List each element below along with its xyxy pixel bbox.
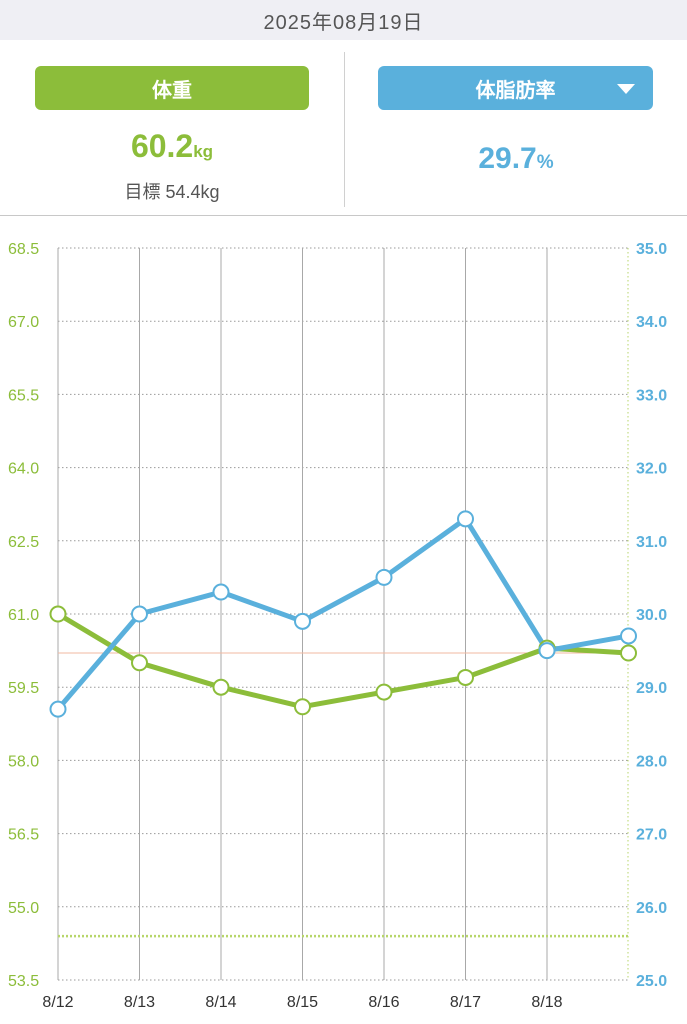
header-divider [0,215,687,216]
body-fat-data-point [457,510,474,528]
body-fat-data-point [49,700,67,718]
left-axis-tick-label: 61.0 [8,607,39,624]
fat-panel: 体脂肪率 29.7% [345,40,687,216]
weight-fat-line-chart[interactable]: 53.5 55.0 56.5 58.0 59.5 61.0 62.5 64.0 65.5 67.0… [0,216,687,1024]
weight-data-point [212,678,230,696]
right-axis-tick-label: 30.0 [636,607,667,624]
right-axis-tick-label: 26.0 [636,900,667,917]
left-axis-tick-label: 59.5 [8,680,39,697]
right-axis-tick-label: 28.0 [636,753,667,770]
body-fat-value: 29.7% [345,142,687,176]
right-axis-tick-label: 33.0 [636,387,667,404]
x-axis-tick-label: 8/14 [205,994,236,1011]
left-axis-tick-label: 64.0 [8,461,39,478]
date-header: 2025年08月19日 [0,0,687,40]
body-fat-unit: % [536,152,554,173]
right-axis-tick-label: 31.0 [636,534,667,551]
left-axis-tick-label: 65.5 [8,387,39,404]
weight-button[interactable]: 体重 [35,66,309,110]
body-fat-dropdown-button[interactable]: 体脂肪率 [378,66,653,110]
weight-data-point [294,698,311,716]
panel-divider [344,52,345,207]
right-axis-tick-label: 34.0 [636,314,667,331]
x-axis-tick-label: 8/18 [531,994,562,1011]
right-axis-tick-label: 27.0 [636,827,667,844]
right-axis-tick-label: 35.0 [636,241,667,258]
weight-value: 60.2kg [0,128,344,165]
weight-goal: 目標 54.4kg [124,182,220,202]
body-fat-data-point [131,605,148,623]
x-axis-tick-label: 8/15 [287,994,318,1011]
weight-data-point [131,654,148,672]
weight-data-point [49,605,67,623]
left-axis-tick-label: 68.5 [8,241,39,258]
body-fat-number: 29.7 [478,142,537,175]
body-fat-data-point [538,642,556,660]
body-fat-series-line [55,516,631,712]
right-axis-tick-label: 29.0 [636,680,667,697]
left-axis-tick-label: 53.5 [8,973,39,990]
weight-unit: kg [193,142,214,161]
x-axis-tick-label: 8/13 [124,994,155,1011]
x-axis-tick-label: 8/16 [368,994,399,1011]
left-axis-tick-label: 62.5 [8,534,39,551]
body-fat-data-point [375,568,393,586]
left-axis-tick-label: 55.0 [8,900,39,917]
weight-panel: 体重 60.2kg 目標 54.4kg [0,40,344,216]
weight-data-point [620,644,637,662]
weight-data-point [457,668,474,686]
x-axis-tick-label: 8/17 [450,994,481,1011]
body-fat-data-point [212,583,230,601]
weight-series-line [55,611,631,710]
body-fat-data-point [294,612,311,630]
right-axis-tick-label: 32.0 [636,461,667,478]
weight-data-point [375,683,393,701]
body-fat-button-label: 体脂肪率 [475,79,556,102]
body-fat-data-point [620,627,637,645]
left-axis-tick-label: 58.0 [8,753,39,770]
left-axis-tick-label: 56.5 [8,827,39,844]
caret-down-icon [617,84,635,94]
weight-number: 60.2 [130,128,194,164]
right-axis-tick-label: 25.0 [636,973,667,990]
x-axis-tick-label: 8/12 [42,994,73,1011]
left-axis-tick-label: 67.0 [8,314,39,331]
